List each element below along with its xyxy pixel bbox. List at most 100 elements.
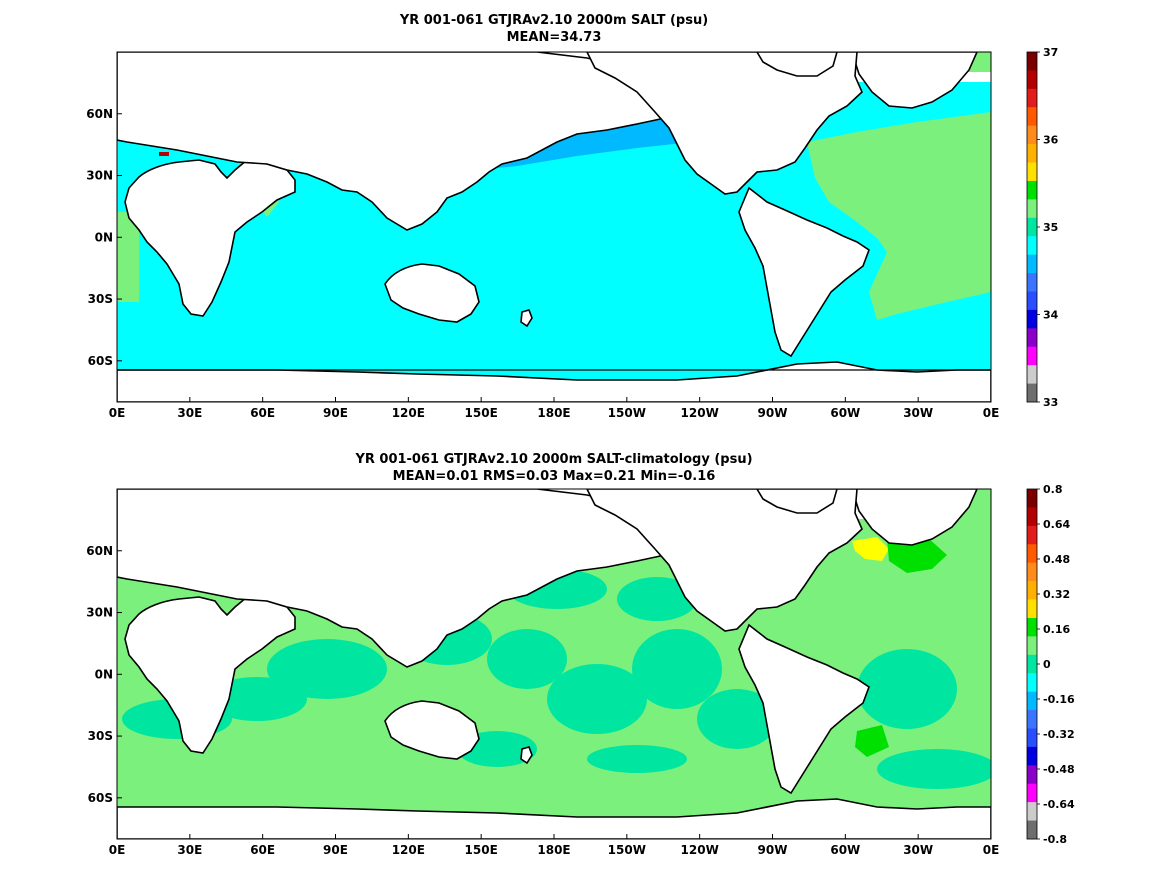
cbTop-swatch bbox=[1027, 273, 1037, 292]
cbTop-swatch bbox=[1027, 52, 1037, 71]
top-panel-subtitle: MEAN=34.73 bbox=[506, 30, 602, 45]
bottom-lat-tick-label: 60N bbox=[86, 544, 113, 558]
cbBot-swatch bbox=[1027, 728, 1037, 748]
top-lon-tick-label: 150W bbox=[608, 406, 646, 420]
top-panel-title: YR 001-061 GTJRAv2.10 2000m SALT (psu) bbox=[399, 13, 709, 28]
cbBot-tick-label: 0.32 bbox=[1043, 588, 1070, 601]
cbBot-swatch bbox=[1027, 783, 1037, 803]
cbBot-tick-label: 0.8 bbox=[1043, 483, 1063, 496]
cbBot-tick-label: 0.16 bbox=[1043, 623, 1070, 636]
cbBot-swatch bbox=[1027, 710, 1037, 729]
cbBot-swatch bbox=[1027, 581, 1037, 600]
top-colorbar: 37 36 35 34 33 bbox=[1026, 46, 1059, 409]
cbBot-swatch bbox=[1027, 746, 1037, 766]
top-lon-tick-label: 30E bbox=[177, 406, 202, 420]
bottom-lat-tick-label: 0N bbox=[95, 667, 113, 681]
cbBot-tick-label: -0.48 bbox=[1043, 763, 1075, 776]
cbTop-swatch bbox=[1027, 309, 1037, 329]
bottom-lon-tick-label: 0E bbox=[983, 843, 1000, 857]
bottom-colorbar: 0.8 0.64 0.48 0.32 0.16 0 -0.16 -0.32 -0.48 -0.64… bbox=[1026, 483, 1075, 846]
cbBot-swatch bbox=[1027, 544, 1037, 563]
bottom-lon-tick-label: 60W bbox=[830, 843, 860, 857]
cbBot-swatch bbox=[1027, 562, 1037, 582]
bottom-map bbox=[117, 489, 991, 839]
top-lon-tick-label: 0E bbox=[983, 406, 1000, 420]
anomaly-patches bbox=[122, 569, 991, 789]
cbBot-swatch bbox=[1027, 820, 1037, 840]
cbTop-swatch bbox=[1027, 328, 1037, 348]
bottom-lon-tick-label: 180E bbox=[537, 843, 570, 857]
cbTop-swatch bbox=[1027, 291, 1037, 311]
top-map bbox=[117, 52, 991, 402]
bottom-lon-tick-label: 120E bbox=[392, 843, 425, 857]
cbTop-swatch bbox=[1027, 125, 1037, 145]
cbBot-tick-label: -0.8 bbox=[1043, 833, 1067, 846]
top-lon-tick-label: 150E bbox=[465, 406, 498, 420]
top-lon-tick-label: 60W bbox=[830, 406, 860, 420]
cbTop-swatch bbox=[1027, 144, 1037, 163]
bottom-lon-tick-label: 90W bbox=[758, 843, 788, 857]
cbBot-swatch bbox=[1027, 673, 1037, 692]
top-lon-tick-label: 120E bbox=[392, 406, 425, 420]
top-lat-tick-label: 30S bbox=[88, 292, 113, 306]
bottom-lat-tick-label: 30N bbox=[86, 606, 113, 620]
cbTop-swatch bbox=[1027, 254, 1037, 274]
top-lon-tick-label: 0E bbox=[109, 406, 126, 420]
bottom-lon-tick-label: 90E bbox=[323, 843, 348, 857]
cbTop-swatch bbox=[1027, 383, 1037, 403]
cbBot-tick-label: 0.64 bbox=[1043, 518, 1070, 531]
cbBot-swatch bbox=[1027, 636, 1037, 656]
cbTop-swatch bbox=[1027, 199, 1037, 219]
cbBot-tick-label: -0.16 bbox=[1043, 693, 1075, 706]
top-lat-tick-label: 60S bbox=[88, 354, 113, 368]
cbBot-swatch bbox=[1027, 507, 1037, 527]
cbTop-swatch bbox=[1027, 180, 1037, 200]
cbBot-tick-label: -0.64 bbox=[1043, 798, 1075, 811]
atlantic-field bbox=[807, 112, 991, 320]
cbTop-swatch bbox=[1027, 365, 1037, 384]
cbTop-swatch bbox=[1027, 70, 1037, 90]
bottom-lon-tick-label: 150W bbox=[608, 843, 646, 857]
bottom-lat-tick-label: 60S bbox=[88, 791, 113, 805]
cbTop-swatch bbox=[1027, 107, 1037, 126]
top-lon-tick-label: 60E bbox=[250, 406, 275, 420]
bottom-lon-tick-label: 60E bbox=[250, 843, 275, 857]
cbTop-tick-label: 36 bbox=[1043, 134, 1059, 147]
bottom-lon-tick-label: 30E bbox=[177, 843, 202, 857]
cbTop-swatch bbox=[1027, 162, 1037, 182]
cbTop-tick-label: 34 bbox=[1043, 309, 1059, 322]
bottom-lon-tick-label: 120W bbox=[681, 843, 719, 857]
cbBot-swatch bbox=[1027, 489, 1037, 508]
bottom-lon-tick-label: 30W bbox=[903, 843, 933, 857]
bottom-lon-tick-label: 0E bbox=[109, 843, 126, 857]
bottom-panel-subtitle: MEAN=0.01 RMS=0.03 Max=0.21 Min=-0.16 bbox=[392, 469, 716, 484]
cbBot-swatch bbox=[1027, 802, 1037, 821]
cbBot-tick-label: 0.48 bbox=[1043, 553, 1070, 566]
cbBot-swatch bbox=[1027, 654, 1037, 674]
cbBot-tick-label: 0 bbox=[1043, 658, 1051, 671]
cbBot-swatch bbox=[1027, 599, 1037, 619]
yellow-anomaly bbox=[852, 537, 889, 561]
top-lat-tick-label: 0N bbox=[95, 230, 113, 244]
cbBot-swatch bbox=[1027, 691, 1037, 711]
top-lon-tick-label: 30W bbox=[903, 406, 933, 420]
top-lon-tick-label: 180E bbox=[537, 406, 570, 420]
top-lon-tick-label: 90W bbox=[758, 406, 788, 420]
cbTop-swatch bbox=[1027, 236, 1037, 255]
cbBot-swatch bbox=[1027, 765, 1037, 785]
cbTop-tick-label: 33 bbox=[1043, 396, 1058, 409]
green-anomaly bbox=[887, 537, 947, 573]
cbTop-swatch bbox=[1027, 346, 1037, 366]
top-lon-tick-label: 120W bbox=[681, 406, 719, 420]
cbTop-tick-label: 37 bbox=[1043, 46, 1058, 59]
bottom-panel-title: YR 001-061 GTJRAv2.10 2000m SALT-climato… bbox=[355, 452, 753, 467]
cbBot-swatch bbox=[1027, 617, 1037, 637]
cbTop-swatch bbox=[1027, 217, 1037, 237]
cbTop-swatch bbox=[1027, 88, 1037, 108]
top-lat-tick-label: 60N bbox=[86, 107, 113, 121]
top-lon-tick-label: 90E bbox=[323, 406, 348, 420]
map-axes: 0E 30E 60E 90E 120E 150E 180E 150W 120W 90W 60W 30W… bbox=[86, 107, 999, 857]
bottom-lat-tick-label: 30S bbox=[88, 729, 113, 743]
cbBot-tick-label: -0.32 bbox=[1043, 728, 1075, 741]
